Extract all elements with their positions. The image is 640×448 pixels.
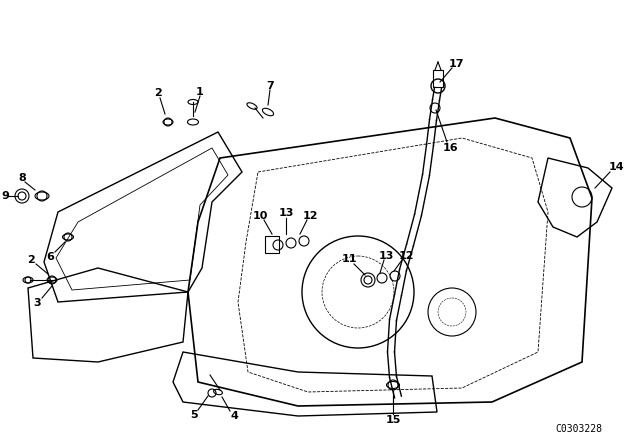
Text: 13: 13 — [278, 208, 294, 218]
Bar — [265, 236, 279, 253]
Bar — [433, 70, 443, 87]
Text: 11: 11 — [341, 254, 356, 264]
Text: 2: 2 — [27, 255, 35, 265]
Text: 14: 14 — [608, 162, 624, 172]
Text: 9: 9 — [1, 191, 9, 201]
Text: 16: 16 — [443, 143, 459, 153]
Text: C0303228: C0303228 — [555, 424, 602, 434]
Text: 4: 4 — [230, 411, 238, 421]
Text: 10: 10 — [252, 211, 268, 221]
Text: 17: 17 — [448, 59, 464, 69]
Text: 8: 8 — [18, 173, 26, 183]
Text: 12: 12 — [398, 251, 413, 261]
Text: 5: 5 — [190, 410, 198, 420]
Text: 1: 1 — [196, 87, 204, 97]
Text: 6: 6 — [46, 252, 54, 262]
Text: 3: 3 — [33, 298, 41, 308]
Text: 12: 12 — [302, 211, 317, 221]
Text: 13: 13 — [378, 251, 394, 261]
Text: 7: 7 — [266, 81, 274, 91]
Text: 15: 15 — [385, 415, 401, 425]
Text: 2: 2 — [154, 88, 162, 98]
